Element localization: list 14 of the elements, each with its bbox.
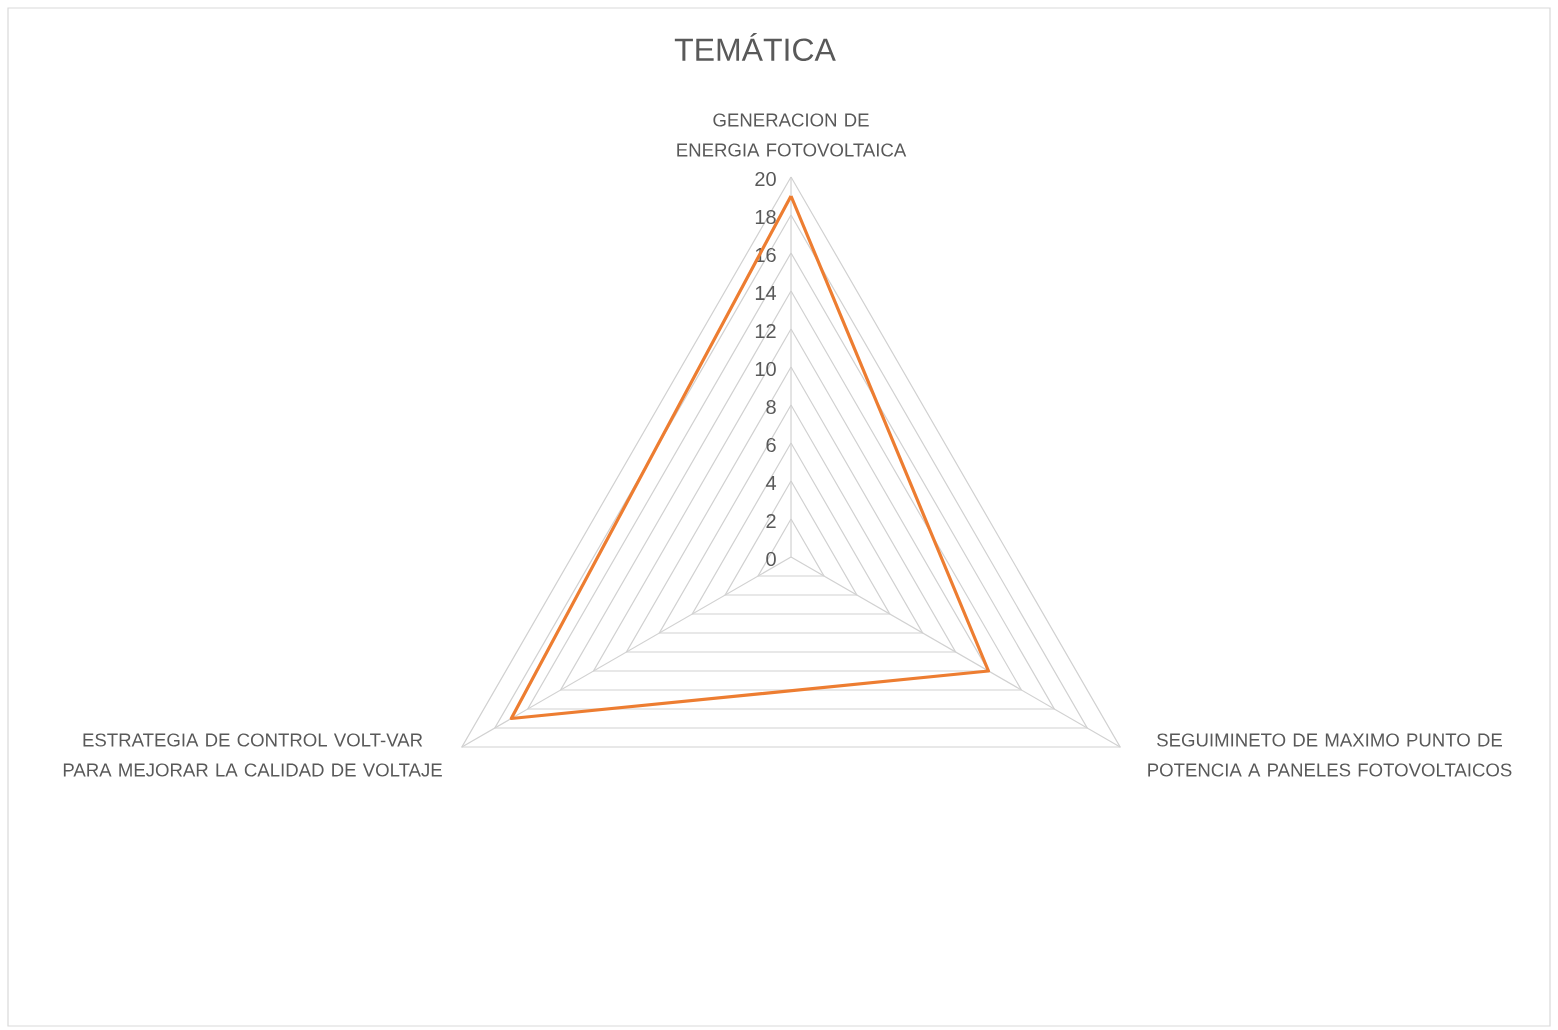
y-tick-label: 20 [755,171,776,187]
y-tick-label: 18 [755,209,776,225]
chart-title: TEMÁTICA [674,32,836,62]
y-tick-label: 10 [755,361,776,377]
y-tick-label: 6 [766,437,776,453]
spoke-label: GENERACION DE ENERGIA FOTOVOLTAICA [677,113,907,157]
spoke-label: SEGUIMINETO DE MAXIMO PUNTO DE POTENCIA A PANELES FOTOVOLTAICOS [1148,733,1512,777]
y-tick-label: 8 [766,399,776,415]
y-tick-label: 12 [755,324,776,338]
y-tick-label: 4 [765,476,777,490]
y-tick-label: 14 [755,286,777,300]
y-tick-label: 2 [766,514,776,528]
y-tick-label: 0 [766,551,776,567]
spoke-label: ESTRATEGIA DE CONTROL VOLT-VAR PARA MEJORAR LA CALIDAD DE VOLTAJE [63,733,442,777]
